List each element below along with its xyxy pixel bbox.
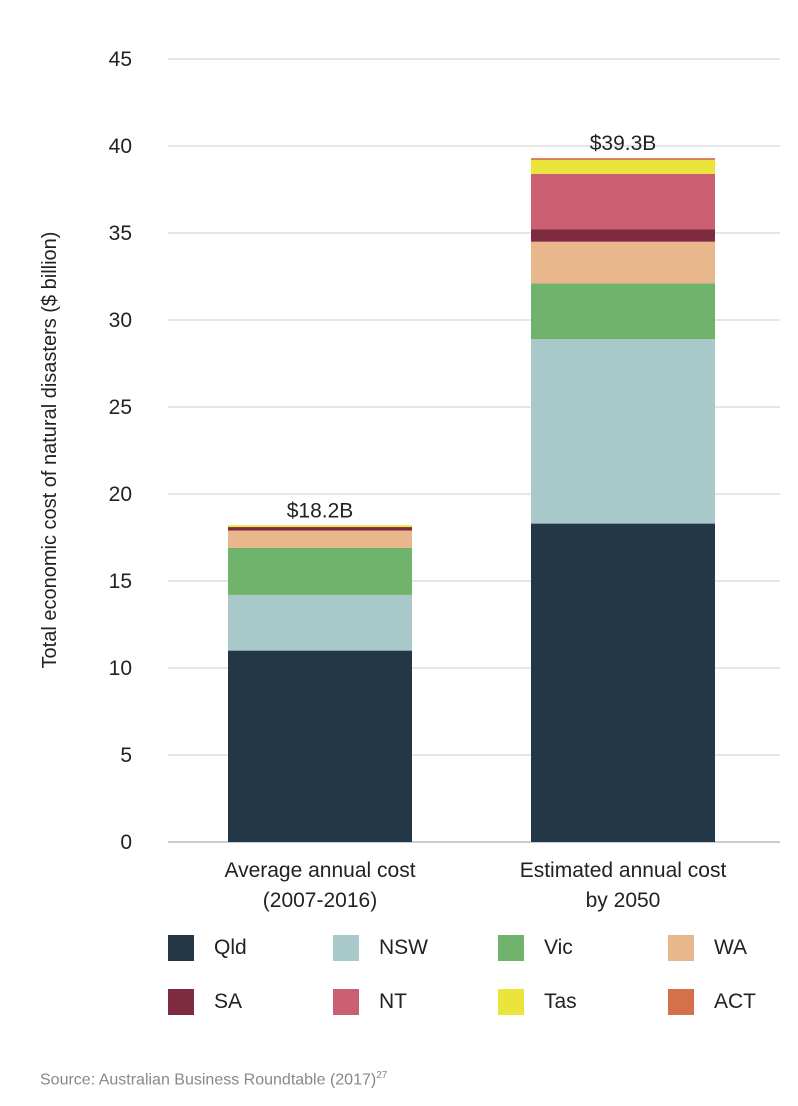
x-tick-label: (2007-2016) (263, 889, 377, 912)
legend-item: Tas (498, 989, 577, 1015)
legend-item: Vic (498, 935, 573, 961)
legend-item: ACT (668, 989, 756, 1015)
legend-label: Vic (544, 936, 573, 959)
legend-swatch (168, 935, 194, 961)
bar-segment-sa (228, 527, 412, 531)
y-axis-label: Total economic cost of natural disasters… (39, 232, 61, 669)
bar-segment-vic (531, 283, 715, 340)
legend-swatch (333, 935, 359, 961)
y-tick-label: 15 (109, 570, 132, 593)
bar-segment-tas (531, 159, 715, 174)
x-tick-label: by 2050 (586, 889, 661, 912)
legend-swatch (333, 989, 359, 1015)
legend-item: NT (333, 989, 407, 1015)
legend-label: SA (214, 990, 243, 1013)
legend-swatch (498, 989, 524, 1015)
total-label: $39.3B (590, 132, 657, 155)
legend-swatch (498, 935, 524, 961)
bar-segment-qld (531, 523, 715, 842)
y-tick-label: 25 (109, 396, 132, 419)
bar-segment-vic (228, 547, 412, 595)
legend-item: Qld (168, 935, 247, 961)
y-tick-label: 30 (109, 309, 132, 332)
bar-segment-wa (531, 241, 715, 284)
y-tick-label: 35 (109, 222, 132, 245)
legend-swatch (168, 989, 194, 1015)
y-tick-label: 45 (109, 48, 132, 71)
legend-item: SA (168, 989, 242, 1015)
y-tick-label: 10 (109, 657, 132, 680)
legend-label: NSW (379, 936, 428, 959)
chart-svg: 0 5 10 15 20 25 30 35 40 45 Total economic cost of… (39, 48, 780, 912)
y-tick-label: 40 (109, 135, 132, 158)
source-note: Source: Australian Business Roundtable (… (40, 1070, 387, 1089)
bar-segment-tas (228, 525, 412, 528)
y-tick-label: 20 (109, 483, 132, 506)
bar-segment-nsw (228, 594, 412, 651)
footnote: 27 (376, 1070, 388, 1081)
total-label: $18.2B (287, 499, 354, 522)
bar-segment-nsw (531, 339, 715, 524)
x-tick-label: Estimated annual cost (520, 859, 727, 882)
legend-label: WA (714, 936, 748, 959)
legend-item: NSW (333, 935, 428, 961)
bar-segment-act (531, 158, 715, 160)
legend-item: WA (668, 935, 747, 961)
bar-segment-qld (228, 650, 412, 842)
legend-swatch (668, 989, 694, 1015)
x-tick-label: Average annual cost (224, 859, 415, 882)
legend-label: Tas (544, 990, 577, 1013)
y-tick-label: 0 (120, 831, 132, 854)
legend-swatch (668, 935, 694, 961)
bar-segment-nt (531, 173, 715, 230)
y-tick-label: 5 (120, 744, 132, 767)
bar-segment-wa (228, 530, 412, 548)
legend-label: Qld (214, 936, 247, 959)
legend-label: NT (379, 990, 407, 1013)
legend-label: ACT (714, 990, 756, 1013)
source-text: Source: Australian Business Roundtable (… (40, 1071, 377, 1089)
bar-segment-sa (531, 229, 715, 242)
